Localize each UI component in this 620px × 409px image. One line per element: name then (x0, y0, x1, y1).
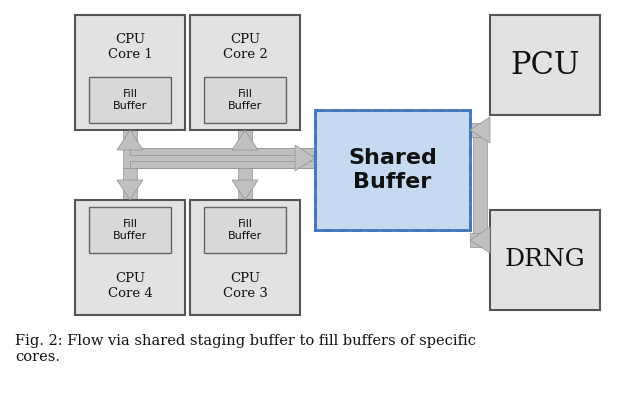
Polygon shape (117, 130, 143, 150)
Text: Fig. 2: Flow via shared staging buffer to fill buffers of specific
cores.: Fig. 2: Flow via shared staging buffer t… (15, 334, 476, 364)
Text: Shared
Buffer: Shared Buffer (348, 148, 437, 191)
Bar (89, 207, 170, 253)
Polygon shape (232, 130, 258, 150)
Bar (315, 110, 470, 230)
Bar (190, 200, 300, 315)
Bar (123, 148, 315, 168)
Bar (490, 210, 600, 310)
Bar (490, 15, 600, 115)
Polygon shape (295, 145, 315, 171)
Bar (75, 15, 185, 130)
Bar (75, 200, 185, 315)
Bar (480, 233, 483, 247)
Bar (123, 168, 137, 200)
Bar (470, 233, 480, 247)
Text: Fill
Buffer: Fill Buffer (113, 219, 147, 241)
Polygon shape (470, 117, 490, 143)
Text: DRNG: DRNG (505, 249, 585, 272)
Bar (473, 130, 487, 240)
Text: Fill
Buffer: Fill Buffer (228, 89, 262, 111)
Text: Fill
Buffer: Fill Buffer (113, 89, 147, 111)
Polygon shape (232, 180, 258, 200)
Text: CPU
Core 2: CPU Core 2 (223, 33, 267, 61)
Bar (238, 168, 252, 200)
Bar (205, 77, 286, 123)
Bar (89, 77, 170, 123)
Text: Fill
Buffer: Fill Buffer (228, 219, 262, 241)
Bar (470, 123, 480, 137)
Text: CPU
Core 1: CPU Core 1 (108, 33, 153, 61)
Bar (130, 148, 315, 155)
Polygon shape (470, 227, 490, 253)
Bar (205, 207, 286, 253)
Text: PCU: PCU (510, 49, 580, 81)
Bar (190, 15, 300, 130)
Bar (123, 130, 137, 148)
Polygon shape (117, 180, 143, 200)
Bar (315, 110, 470, 230)
Bar (238, 130, 252, 148)
Bar (130, 161, 315, 168)
Text: CPU
Core 4: CPU Core 4 (108, 272, 153, 300)
Bar (480, 123, 483, 137)
Text: CPU
Core 3: CPU Core 3 (223, 272, 267, 300)
